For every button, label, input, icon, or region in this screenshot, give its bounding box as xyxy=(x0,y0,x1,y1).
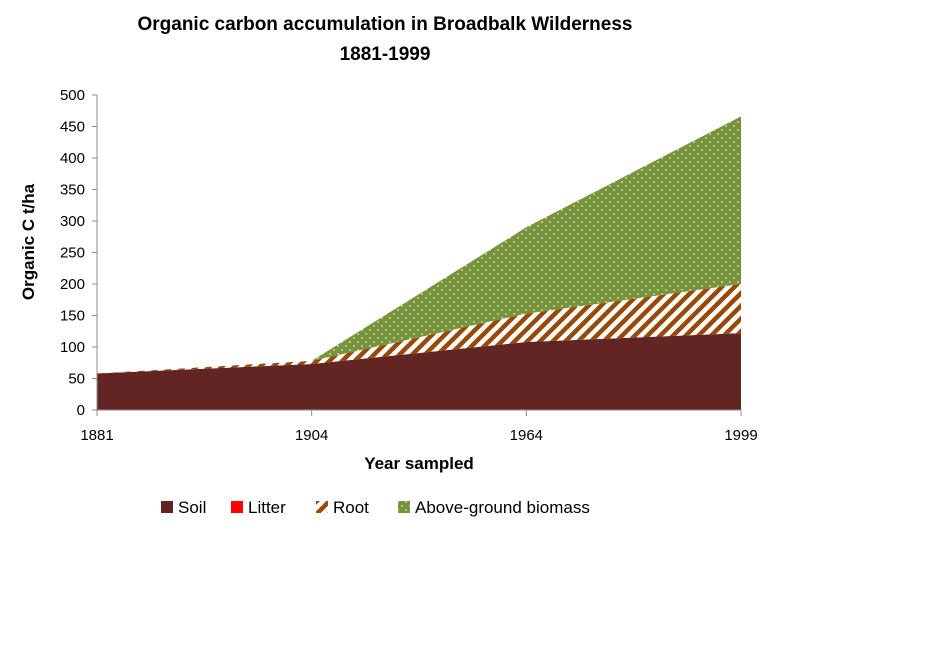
x-tick-label: 1964 xyxy=(510,427,543,444)
plot-areas xyxy=(97,116,741,410)
legend-swatch-root xyxy=(316,501,328,513)
legend-label-root: Root xyxy=(333,498,369,517)
y-tick-label: 500 xyxy=(60,87,85,104)
x-tick-label: 1904 xyxy=(295,427,328,444)
legend-label-above-ground-biomass: Above-ground biomass xyxy=(415,498,590,517)
y-tick-label: 200 xyxy=(60,276,85,293)
legend: Soil Litter Root Above-ground biomass xyxy=(161,498,590,517)
y-axis-label: Organic C t/ha xyxy=(19,183,38,300)
chart-subtitle: 1881-1999 xyxy=(339,44,431,65)
tick-labels: 0 50 100 150 200 250 300 350 400 450 500 1881 1904 19… xyxy=(60,87,758,444)
area-root xyxy=(97,284,741,374)
area-above-ground-biomass xyxy=(97,116,741,374)
y-tick-label: 450 xyxy=(60,119,85,136)
y-tick-label: 400 xyxy=(60,150,85,167)
legend-swatch-above-ground-biomass xyxy=(398,501,410,513)
x-tick-label: 1999 xyxy=(724,427,757,444)
y-tick-label: 150 xyxy=(60,308,85,325)
y-tick-label: 0 xyxy=(77,402,85,419)
legend-label-soil: Soil xyxy=(178,498,206,517)
axes xyxy=(92,94,742,416)
y-tick-label: 300 xyxy=(60,213,85,230)
legend-label-litter: Litter xyxy=(248,498,286,517)
legend-swatch-soil xyxy=(161,501,173,513)
chart-title: Organic carbon accumulation in Broadbalk… xyxy=(137,14,633,35)
y-tick-label: 100 xyxy=(60,339,85,356)
legend-swatch-litter xyxy=(231,501,243,513)
area-soil xyxy=(97,333,741,410)
y-tick-label: 250 xyxy=(60,245,85,262)
y-tick-label: 350 xyxy=(60,182,85,199)
x-tick-label: 1881 xyxy=(80,427,113,444)
x-axis-label: Year sampled xyxy=(364,454,474,473)
y-tick-label: 50 xyxy=(68,371,85,388)
